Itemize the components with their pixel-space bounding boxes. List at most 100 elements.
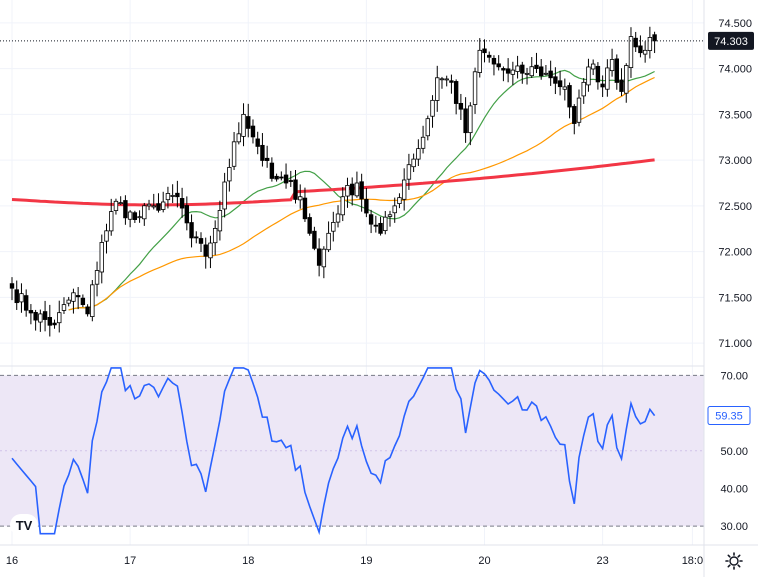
candle[interactable] [118, 196, 123, 205]
candle[interactable] [137, 210, 142, 223]
candle[interactable] [288, 170, 293, 187]
candle[interactable] [19, 283, 24, 313]
candle[interactable] [274, 173, 279, 182]
candle[interactable] [156, 193, 161, 213]
candle[interactable] [430, 95, 435, 128]
candle[interactable] [505, 58, 511, 83]
moving-average-200[interactable] [11, 158, 655, 207]
candle[interactable] [316, 238, 322, 277]
candle[interactable] [609, 48, 615, 77]
candle[interactable] [586, 58, 591, 92]
tradingview-logo[interactable]: TV [10, 514, 38, 536]
candle[interactable] [222, 172, 227, 218]
candle[interactable] [99, 234, 104, 284]
candle[interactable] [383, 211, 388, 235]
candle[interactable] [160, 191, 166, 213]
candle[interactable] [236, 122, 241, 145]
candle[interactable] [33, 309, 38, 331]
candle[interactable] [184, 196, 190, 231]
candle[interactable] [208, 235, 213, 269]
candle[interactable] [491, 55, 497, 76]
candle[interactable] [146, 199, 152, 211]
candle[interactable] [624, 63, 629, 103]
candle[interactable] [340, 187, 345, 222]
candle[interactable] [553, 67, 558, 95]
candle[interactable] [392, 197, 397, 223]
time-axis[interactable]: 16 17 18 19 20 23 18:0 [6, 555, 703, 567]
candle[interactable] [416, 139, 421, 167]
candle[interactable] [179, 187, 185, 218]
candle[interactable] [548, 60, 553, 86]
candle[interactable] [600, 75, 605, 98]
candle[interactable] [368, 209, 374, 234]
candle[interactable] [298, 184, 303, 209]
candle[interactable] [628, 27, 634, 78]
last-price-badge[interactable] [708, 31, 754, 50]
candle[interactable] [472, 67, 478, 114]
candle[interactable] [212, 220, 218, 256]
candle[interactable] [590, 59, 596, 76]
candle[interactable] [378, 216, 383, 236]
candle[interactable] [435, 65, 440, 112]
candle[interactable] [132, 210, 138, 223]
candle[interactable] [175, 180, 180, 208]
candle[interactable] [307, 213, 312, 236]
candle[interactable] [520, 61, 525, 84]
candle[interactable] [444, 75, 449, 87]
candle[interactable] [42, 300, 48, 332]
gear-icon[interactable] [725, 552, 743, 570]
candle[interactable] [335, 205, 341, 228]
candle[interactable] [23, 289, 29, 317]
candle[interactable] [534, 52, 539, 74]
candle[interactable] [420, 125, 426, 154]
candle[interactable] [260, 133, 265, 167]
candle[interactable] [529, 57, 534, 79]
candle[interactable] [397, 193, 402, 209]
candle[interactable] [387, 210, 393, 227]
candle[interactable] [90, 280, 95, 322]
candle[interactable] [189, 214, 194, 248]
candle[interactable] [47, 304, 52, 337]
candle[interactable] [109, 198, 114, 236]
candle[interactable] [439, 76, 445, 89]
rsi-line[interactable] [11, 367, 656, 536]
candle[interactable] [203, 237, 208, 269]
candle[interactable] [605, 59, 610, 97]
candle[interactable] [496, 55, 501, 71]
candle[interactable] [312, 226, 317, 251]
candle[interactable] [572, 104, 577, 135]
rsi-value-badge[interactable] [707, 406, 751, 426]
candle[interactable] [524, 67, 530, 85]
candle[interactable] [9, 277, 15, 301]
candle[interactable] [283, 163, 289, 189]
candle[interactable] [321, 246, 327, 279]
candle[interactable] [576, 89, 582, 127]
candle[interactable] [345, 177, 350, 208]
candle[interactable] [28, 304, 34, 325]
candle[interactable] [269, 157, 275, 182]
candle[interactable] [326, 221, 331, 253]
candle[interactable] [302, 187, 308, 222]
candle[interactable] [425, 115, 430, 141]
rsi-pane[interactable] [0, 367, 704, 536]
candle[interactable] [241, 103, 246, 147]
candle[interactable] [61, 297, 67, 314]
candle[interactable] [14, 280, 19, 310]
candle[interactable] [255, 131, 260, 155]
candle[interactable] [264, 145, 270, 168]
candle[interactable] [638, 35, 643, 58]
candle[interactable] [80, 294, 86, 308]
price-axis[interactable]: 74.500 74.000 73.500 73.000 72.500 72.000 71.5… [708, 18, 754, 350]
candle[interactable] [279, 171, 284, 181]
candle[interactable] [557, 70, 563, 96]
candle[interactable] [581, 78, 586, 104]
candle[interactable] [633, 31, 638, 52]
candle[interactable] [453, 79, 459, 115]
candle[interactable] [401, 168, 407, 211]
candle[interactable] [468, 102, 473, 146]
candle[interactable] [85, 304, 90, 317]
candle[interactable] [217, 200, 223, 241]
candle[interactable] [501, 66, 506, 82]
